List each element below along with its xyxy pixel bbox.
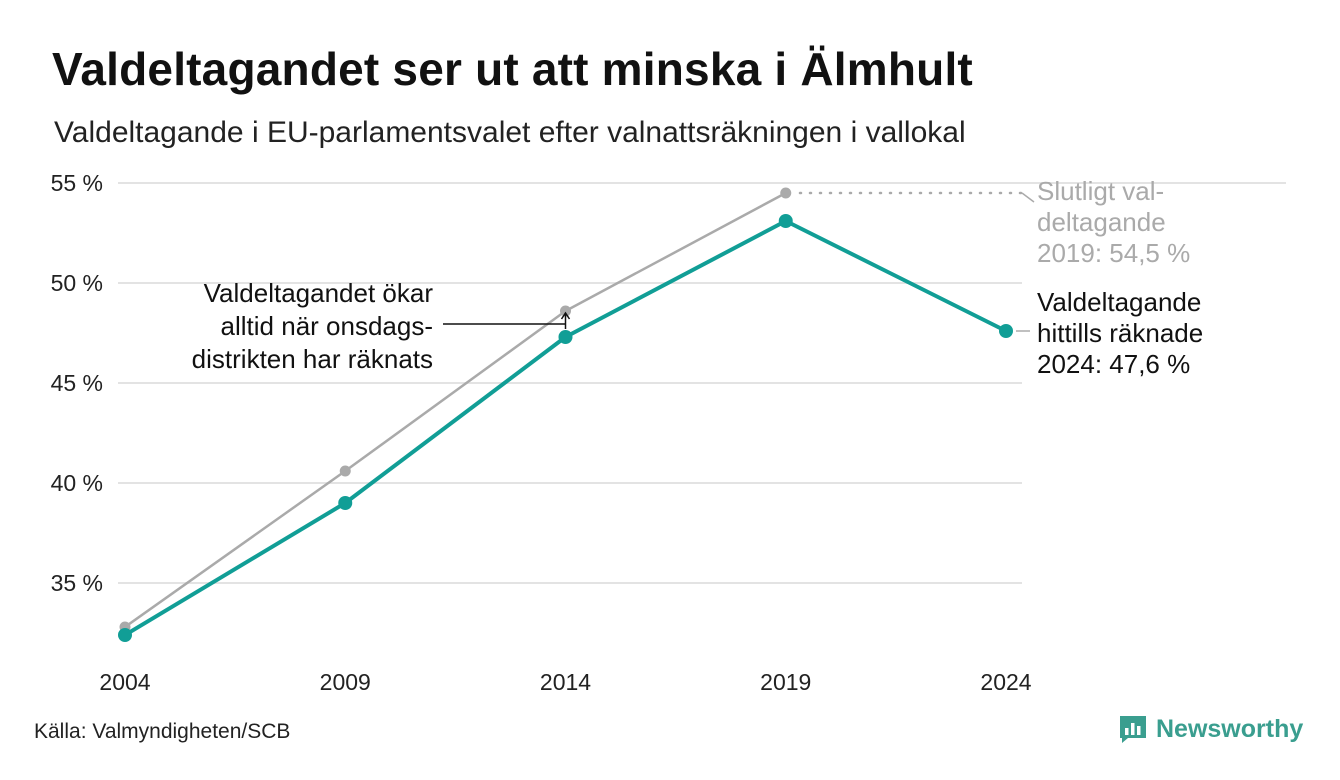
annotation-final-2019-line-1: Slutligt val- bbox=[1037, 176, 1164, 206]
annotation-wednesday-line-2: alltid när onsdags- bbox=[221, 311, 433, 341]
y-tick-label-35: 35 % bbox=[51, 570, 103, 596]
data-point-final-2014 bbox=[560, 305, 571, 317]
line-chart: 35 % 40 % 45 % 50 % 55 % 2004 2009 2014 2019 2024… bbox=[51, 170, 1286, 695]
annotation-wednesday-line-1: Valdeltagandet ökar bbox=[204, 278, 434, 308]
y-tick-label-55: 55 % bbox=[51, 170, 103, 196]
y-tick-label-50: 50 % bbox=[51, 270, 103, 296]
data-point-election_night-2004 bbox=[118, 628, 132, 642]
y-tick-label-40: 40 % bbox=[51, 470, 103, 496]
chart-title: Valdeltagandet ser ut att minska i Älmhu… bbox=[52, 43, 973, 95]
x-tick-label-2019: 2019 bbox=[760, 669, 811, 695]
annotation-wednesday-arrowhead bbox=[560, 311, 571, 320]
connector-final-2019 bbox=[1021, 192, 1035, 203]
data-point-final-2019 bbox=[780, 187, 792, 199]
annotation-wednesday-line-3: distrikten har räknats bbox=[192, 344, 433, 374]
series-line-final bbox=[123, 191, 787, 629]
annotation-counted-2024-line-1: Valdeltagande bbox=[1037, 287, 1201, 317]
y-tick-label-45: 45 % bbox=[51, 370, 103, 396]
newsworthy-logo-icon bbox=[1120, 716, 1146, 743]
annotation-counted-2024-line-2: hittills räknade bbox=[1037, 318, 1203, 348]
data-point-election_night-2014 bbox=[558, 330, 573, 344]
x-tick-label-2004: 2004 bbox=[99, 669, 150, 695]
data-point-final-2009 bbox=[339, 465, 351, 477]
x-tick-label-2009: 2009 bbox=[320, 669, 371, 695]
brand-name: Newsworthy bbox=[1156, 714, 1304, 743]
x-tick-label-2024: 2024 bbox=[980, 669, 1031, 695]
annotation-counted-2024-line-3: 2024: 47,6 % bbox=[1037, 349, 1190, 379]
annotation-final-2019-line-3: 2019: 54,5 % bbox=[1037, 238, 1190, 268]
brand-logo: Newsworthy bbox=[1118, 714, 1303, 744]
annotation-final-2019-line-2: deltagande bbox=[1037, 207, 1166, 237]
x-tick-label-2014: 2014 bbox=[540, 669, 591, 695]
data-point-election_night-2009 bbox=[338, 496, 353, 510]
data-point-election_night-2024 bbox=[999, 324, 1013, 338]
data-point-election_night-2019 bbox=[778, 214, 793, 228]
source-note: Källa: Valmyndigheten/SCB bbox=[34, 720, 291, 743]
chart-subtitle: Valdeltagande i EU-parlamentsvalet efter… bbox=[54, 116, 966, 149]
